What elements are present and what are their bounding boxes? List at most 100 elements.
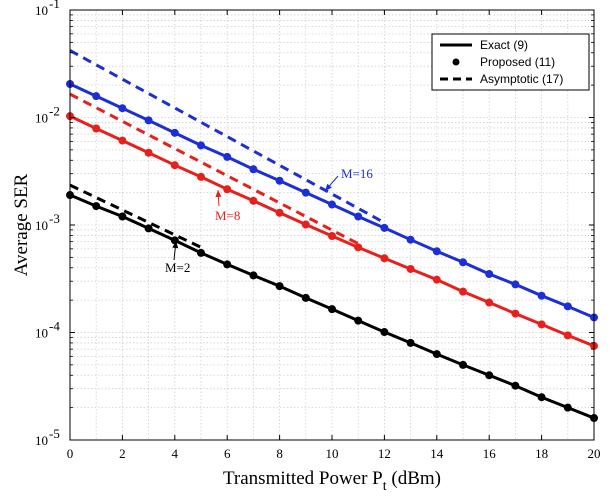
proposed-point (144, 224, 153, 233)
proposed-point (485, 298, 494, 307)
proposed-point (170, 161, 179, 170)
x-axis-label-main: Transmitted Power P (223, 468, 383, 489)
proposed-point (380, 223, 389, 232)
proposed-point (537, 320, 546, 329)
proposed-point (275, 282, 284, 291)
proposed-point (301, 293, 310, 302)
proposed-point (459, 258, 467, 267)
x-tick-label: 0 (67, 446, 74, 461)
proposed-point (354, 243, 363, 252)
proposed-point (118, 212, 127, 221)
proposed-point (406, 264, 415, 273)
proposed-point (459, 360, 467, 369)
proposed-point (223, 152, 232, 161)
proposed-point (92, 202, 101, 211)
x-tick-label: 8 (276, 446, 283, 461)
series-2 (66, 49, 598, 322)
proposed-point (485, 371, 494, 380)
x-tick-label: 20 (588, 446, 601, 461)
legend: Exact (9) Proposed (11) Asymptotic (17) (431, 33, 590, 91)
y-tick-label-exponent: -4 (49, 319, 60, 334)
y-tick-label: 10 (35, 3, 48, 18)
proposed-point (537, 393, 546, 402)
x-tick-label: 18 (535, 446, 548, 461)
series-layer (66, 49, 598, 423)
y-tick-label-exponent: -2 (49, 104, 60, 119)
proposed-point (328, 200, 336, 209)
annotation-label: M=8 (215, 208, 240, 223)
y-tick-label-exponent: -1 (49, 0, 60, 11)
proposed-point (197, 248, 205, 257)
y-axis-label: Average SER (11, 173, 32, 276)
x-tick-label: 16 (483, 446, 497, 461)
x-axis-label-unit: (dBm) (387, 468, 441, 489)
proposed-point (197, 141, 205, 150)
y-tick-label: 10 (35, 111, 48, 126)
proposed-point (301, 188, 310, 197)
proposed-point (249, 271, 258, 280)
proposed-point (170, 128, 179, 137)
proposed-point (301, 220, 310, 229)
proposed-point (92, 92, 101, 101)
asymptotic-line (69, 92, 359, 246)
proposed-point (328, 232, 336, 241)
proposed-point (432, 275, 441, 284)
proposed-point (563, 331, 572, 340)
y-tick-label: 10 (35, 433, 48, 448)
proposed-point (328, 305, 336, 314)
proposed-point (118, 104, 127, 113)
proposed-point (485, 270, 494, 279)
proposed-point (511, 309, 520, 318)
x-tick-label: 2 (119, 446, 126, 461)
proposed-point (354, 212, 363, 221)
x-tick-label: 10 (326, 446, 339, 461)
proposed-point (406, 338, 415, 347)
proposed-point (380, 254, 389, 263)
legend-entry-label: Exact (9) (480, 38, 528, 52)
proposed-point (223, 185, 232, 194)
proposed-point (563, 403, 572, 412)
proposed-point (249, 196, 258, 205)
proposed-point (249, 165, 258, 174)
legend-entries: Exact (9) Proposed (11) Asymptotic (17) (440, 38, 563, 86)
y-tick-label-exponent: -5 (49, 426, 60, 441)
proposed-point (432, 350, 441, 359)
proposed-point (511, 381, 520, 390)
proposed-point (563, 302, 572, 311)
series-0 (66, 183, 598, 423)
y-tick-label: 10 (35, 326, 48, 341)
annotations: M=2 M=8 M=16 (165, 166, 373, 275)
proposed-point (118, 136, 127, 145)
asymptotic-line (69, 183, 202, 249)
proposed-point (380, 328, 389, 337)
series-1 (66, 92, 598, 350)
proposed-point (92, 124, 101, 133)
y-tick-label-exponent: -3 (49, 211, 60, 226)
proposed-point (459, 287, 467, 296)
proposed-point (354, 316, 363, 325)
x-tick-label: 14 (430, 446, 444, 461)
legend-entry-label: Asymptotic (17) (480, 72, 563, 86)
annotation-arrowhead (325, 183, 332, 191)
proposed-point (275, 176, 284, 185)
x-axis-label-subscript: t (383, 479, 387, 494)
proposed-point (144, 116, 153, 125)
x-tick-label: 4 (172, 446, 179, 461)
y-tick-label: 10 (35, 218, 48, 233)
x-tick-label: 12 (378, 446, 391, 461)
proposed-point (144, 148, 153, 157)
proposed-point (170, 236, 179, 245)
annotation-arrowhead (172, 241, 179, 249)
proposed-point (275, 208, 284, 217)
proposed-point (511, 280, 520, 289)
x-tick-label: 6 (224, 446, 231, 461)
proposed-point (406, 235, 415, 244)
proposed-point (223, 260, 232, 269)
proposed-point (432, 247, 441, 256)
proposed-point (197, 172, 205, 181)
annotation-label: M=2 (165, 260, 190, 275)
legend-swatch-marker (452, 58, 460, 66)
legend-entry-label: Proposed (11) (480, 55, 555, 69)
